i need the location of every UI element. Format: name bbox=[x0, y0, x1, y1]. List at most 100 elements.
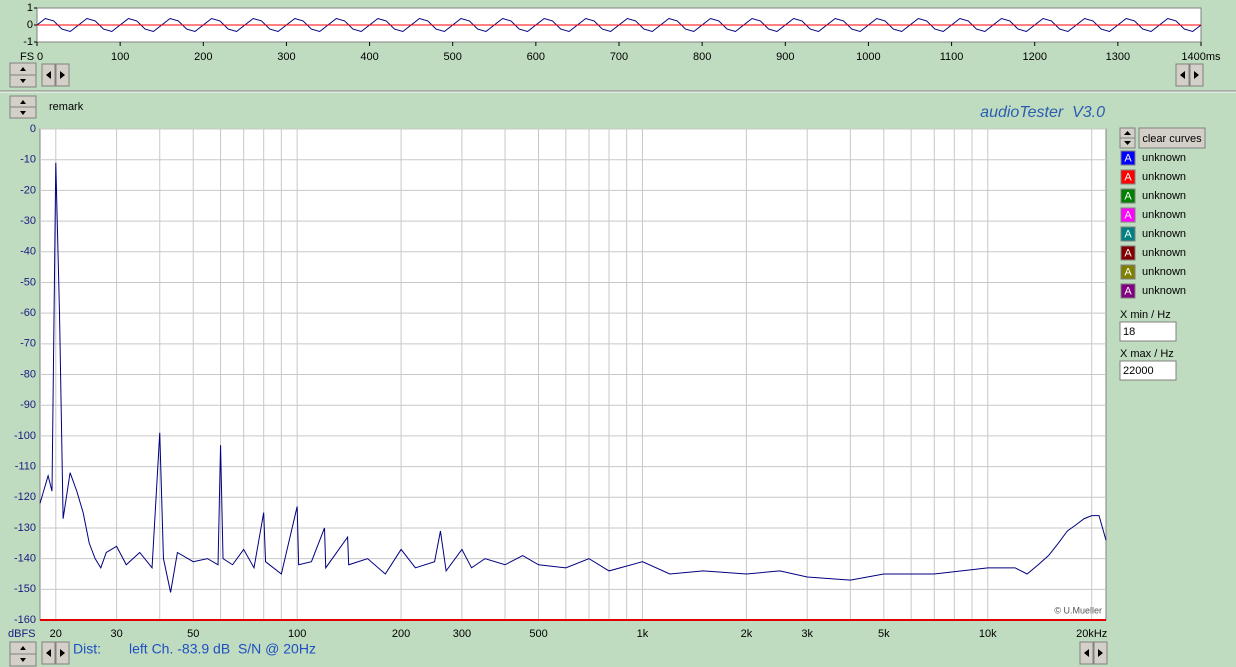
curve-label: A bbox=[1124, 152, 1132, 164]
x-tick-label: 1300 bbox=[1106, 51, 1130, 63]
curve-label: A bbox=[1124, 171, 1132, 183]
x-tick-label: 200 bbox=[194, 51, 212, 63]
input-value: 22000 bbox=[1123, 365, 1154, 377]
y-tick-label: -150 bbox=[14, 583, 36, 595]
curve-name: unknown bbox=[1142, 285, 1186, 297]
x-tick-label: 30 bbox=[110, 628, 122, 640]
spin-button[interactable] bbox=[9, 95, 37, 119]
curve-swatch bbox=[1120, 150, 1136, 166]
xmax-input[interactable]: 22000 bbox=[1119, 360, 1177, 381]
curve-label: A bbox=[1124, 228, 1132, 240]
y-tick-label: -70 bbox=[20, 338, 36, 350]
x-tick-label: 900 bbox=[776, 51, 794, 63]
curve-swatch bbox=[1120, 245, 1136, 261]
x-tick-label: 100 bbox=[111, 51, 129, 63]
spin-button[interactable] bbox=[9, 641, 37, 667]
xmin-input[interactable]: 18 bbox=[1119, 321, 1177, 342]
x-tick-label: 2k bbox=[741, 628, 753, 640]
xmin-label: X min / Hz bbox=[1120, 309, 1171, 321]
x-tick-label: 700 bbox=[610, 51, 628, 63]
y-tick-label: -160 bbox=[14, 614, 36, 626]
x-tick-label: 10k bbox=[979, 628, 997, 640]
curve-name: unknown bbox=[1142, 190, 1186, 202]
x-tick-label: 600 bbox=[527, 51, 545, 63]
curve-label: A bbox=[1124, 247, 1132, 259]
y-tick-label: 0 bbox=[27, 19, 33, 31]
x-tick-label: 20kHz bbox=[1076, 628, 1107, 640]
x-tick-label: 800 bbox=[693, 51, 711, 63]
curve-name: unknown bbox=[1142, 152, 1186, 164]
y-tick-label: 0 bbox=[30, 123, 36, 135]
x-tick-label: 1k bbox=[637, 628, 649, 640]
curve-name: unknown bbox=[1142, 171, 1186, 183]
curve-name: unknown bbox=[1142, 228, 1186, 240]
x-tick-label: 3k bbox=[801, 628, 813, 640]
scroll-left[interactable] bbox=[1175, 63, 1190, 87]
y-axis-label: dBFS bbox=[8, 628, 36, 640]
button-label: clear curves bbox=[1142, 133, 1202, 145]
data-line bbox=[39, 162, 1107, 593]
y-tick-label: -40 bbox=[20, 246, 36, 258]
copyright: © U.Mueller bbox=[1054, 605, 1102, 615]
curve-swatch bbox=[1120, 169, 1136, 185]
y-tick-label: -140 bbox=[14, 553, 36, 565]
app-title: audioTester V3.0 bbox=[980, 104, 1105, 121]
x-tick-label: 200 bbox=[392, 628, 410, 640]
curve-swatch bbox=[1120, 283, 1136, 299]
x-tick-label: 1100 bbox=[940, 51, 964, 63]
curve-name: unknown bbox=[1142, 247, 1186, 259]
spin-button[interactable] bbox=[1119, 127, 1136, 149]
curve-name: unknown bbox=[1142, 266, 1186, 278]
y-tick-label: -130 bbox=[14, 522, 36, 534]
curve-name: unknown bbox=[1142, 209, 1186, 221]
clear-curves-button[interactable]: clear curves bbox=[1138, 127, 1206, 149]
x-tick-label: 5k bbox=[878, 628, 890, 640]
x-tick-label: 50 bbox=[187, 628, 199, 640]
curve-swatch bbox=[1120, 188, 1136, 204]
x-tick-label: 1200 bbox=[1022, 51, 1046, 63]
y-tick-label: -30 bbox=[20, 215, 36, 227]
spin-button[interactable] bbox=[9, 62, 37, 88]
x-tick-label: 100 bbox=[288, 628, 306, 640]
x-tick-label: 300 bbox=[277, 51, 295, 63]
scroll-left[interactable] bbox=[41, 641, 56, 665]
y-axis-label: FS bbox=[20, 51, 34, 63]
scroll-right[interactable] bbox=[55, 63, 70, 87]
x-tick-label: 1000 bbox=[856, 51, 880, 63]
y-tick-label: -50 bbox=[20, 276, 36, 288]
xmax-label: X max / Hz bbox=[1120, 348, 1174, 360]
input-value: 18 bbox=[1123, 326, 1135, 338]
curve-label: A bbox=[1124, 190, 1132, 202]
scroll-right[interactable] bbox=[55, 641, 70, 665]
x-tick-label: 0 bbox=[37, 51, 43, 63]
y-tick-label: -90 bbox=[20, 399, 36, 411]
y-tick-label: -1 bbox=[23, 36, 33, 48]
curve-swatch bbox=[1120, 264, 1136, 280]
y-tick-label: -120 bbox=[14, 491, 36, 503]
curve-label: A bbox=[1124, 209, 1132, 221]
scroll-left[interactable] bbox=[1079, 641, 1094, 665]
y-tick-label: -20 bbox=[20, 184, 36, 196]
x-tick-label: 400 bbox=[360, 51, 378, 63]
y-tick-label: -10 bbox=[20, 154, 36, 166]
y-tick-label: -100 bbox=[14, 430, 36, 442]
x-tick-label: 1400ms bbox=[1181, 51, 1221, 63]
y-tick-label: 1 bbox=[27, 2, 33, 14]
y-tick-label: -110 bbox=[15, 460, 36, 472]
x-tick-label: 20 bbox=[50, 628, 62, 640]
scroll-left[interactable] bbox=[41, 63, 56, 87]
y-tick-label: -60 bbox=[20, 307, 36, 319]
curve-label: A bbox=[1124, 266, 1132, 278]
scroll-right[interactable] bbox=[1093, 641, 1108, 665]
status-text: left Ch. -83.9 dB S/N @ 20Hz bbox=[129, 641, 316, 657]
scroll-right[interactable] bbox=[1189, 63, 1204, 87]
x-tick-label: 500 bbox=[529, 628, 547, 640]
curve-swatch bbox=[1120, 226, 1136, 242]
x-tick-label: 500 bbox=[444, 51, 462, 63]
remark: remark bbox=[49, 101, 84, 113]
curve-label: A bbox=[1124, 285, 1132, 297]
status-label: Dist: bbox=[73, 641, 101, 657]
curve-swatch bbox=[1120, 207, 1136, 223]
